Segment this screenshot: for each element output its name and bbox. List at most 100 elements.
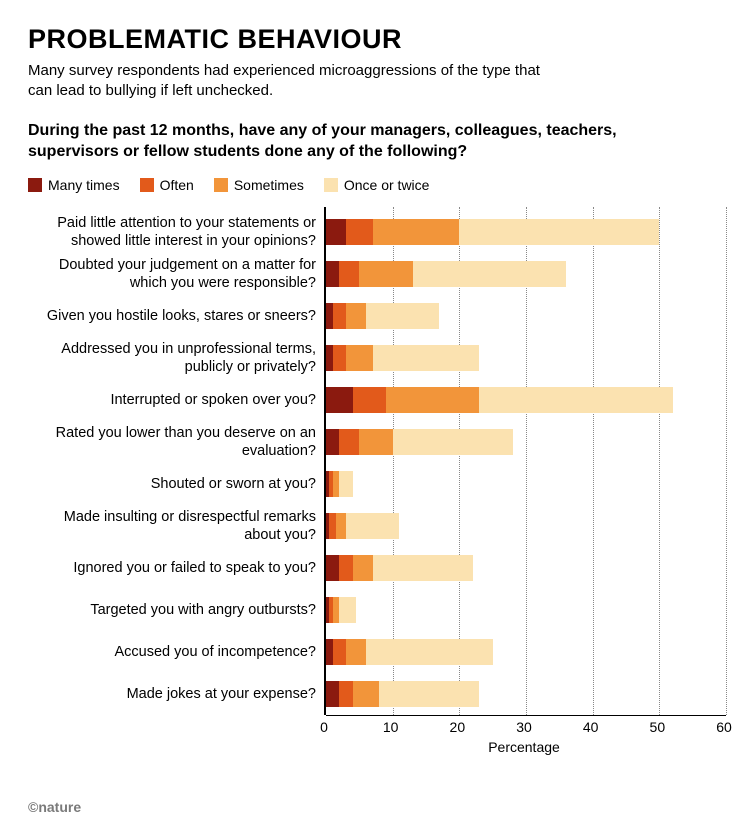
x-axis-baseline bbox=[326, 715, 726, 716]
bar-stack bbox=[326, 345, 479, 371]
legend-label: Many times bbox=[48, 177, 120, 193]
bar-segment bbox=[339, 261, 359, 287]
bar-stack bbox=[326, 555, 473, 581]
row-label: Addressed you in unprofessional terms, p… bbox=[30, 340, 326, 376]
bar-segment bbox=[326, 261, 339, 287]
bar-segment bbox=[346, 345, 373, 371]
bar-segment bbox=[333, 471, 340, 497]
x-tick-label: 30 bbox=[516, 719, 532, 735]
chart-subtitle: Many survey respondents had experienced … bbox=[28, 61, 548, 102]
bar-stack bbox=[326, 639, 493, 665]
bar-segment bbox=[326, 387, 353, 413]
bar-stack bbox=[326, 597, 356, 623]
bar-segment bbox=[359, 429, 392, 455]
legend-item: Once or twice bbox=[324, 177, 430, 193]
bar-stack bbox=[326, 471, 353, 497]
row-label: Made jokes at your expense? bbox=[30, 685, 326, 703]
bar-segment bbox=[339, 555, 352, 581]
bar-segment bbox=[393, 429, 513, 455]
x-tick-label: 10 bbox=[383, 719, 399, 735]
chart-title: PROBLEMATIC BEHAVIOUR bbox=[28, 24, 723, 55]
bar-segment bbox=[339, 681, 352, 707]
bar-segment bbox=[366, 303, 439, 329]
bar-stack bbox=[326, 219, 659, 245]
bar-segment bbox=[333, 345, 346, 371]
x-tick-label: 0 bbox=[320, 719, 328, 735]
bar-segment bbox=[339, 597, 356, 623]
legend: Many times Often Sometimes Once or twice bbox=[28, 177, 723, 193]
bar-stack bbox=[326, 261, 566, 287]
bar-segment bbox=[479, 387, 672, 413]
legend-swatch bbox=[28, 178, 42, 192]
row-label: Shouted or sworn at you? bbox=[30, 475, 326, 493]
bar-segment bbox=[339, 471, 352, 497]
legend-swatch bbox=[324, 178, 338, 192]
plot-area: Paid little attention to your statements… bbox=[324, 207, 724, 715]
bar-segment bbox=[333, 639, 346, 665]
bar-segment bbox=[339, 429, 359, 455]
row-label: Paid little attention to your statements… bbox=[30, 214, 326, 250]
bar-segment bbox=[336, 513, 346, 539]
bar-segment bbox=[373, 345, 480, 371]
row-label: Interrupted or spoken over you? bbox=[30, 391, 326, 409]
grid-line bbox=[726, 207, 727, 715]
bar-stack bbox=[326, 303, 439, 329]
legend-swatch bbox=[214, 178, 228, 192]
legend-item: Sometimes bbox=[214, 177, 304, 193]
bar-segment bbox=[373, 555, 473, 581]
legend-item: Many times bbox=[28, 177, 120, 193]
bar-row: Given you hostile looks, stares or sneer… bbox=[326, 295, 724, 337]
bar-segment bbox=[326, 555, 339, 581]
x-tick-label: 60 bbox=[716, 719, 732, 735]
x-tick-label: 50 bbox=[650, 719, 666, 735]
bar-segment bbox=[353, 681, 380, 707]
bar-segment bbox=[346, 303, 366, 329]
bar-segment bbox=[373, 219, 460, 245]
bar-row: Paid little attention to your statements… bbox=[326, 211, 724, 253]
row-label: Doubted your judgement on a matter for w… bbox=[30, 256, 326, 292]
x-tick-label: 20 bbox=[450, 719, 466, 735]
bar-stack bbox=[326, 429, 513, 455]
bar-segment bbox=[326, 303, 333, 329]
bar-segment bbox=[353, 555, 373, 581]
bar-segment bbox=[326, 429, 339, 455]
bar-row: Targeted you with angry outbursts? bbox=[326, 589, 724, 631]
bar-stack bbox=[326, 513, 399, 539]
row-label: Targeted you with angry outbursts? bbox=[30, 601, 326, 619]
row-label: Rated you lower than you deserve on an e… bbox=[30, 424, 326, 460]
bar-row: Addressed you in unprofessional terms, p… bbox=[326, 337, 724, 379]
bar-row: Made insulting or disrespectful remarks … bbox=[326, 505, 724, 547]
bar-row: Doubted your judgement on a matter for w… bbox=[326, 253, 724, 295]
x-tick-label: 40 bbox=[583, 719, 599, 735]
row-label: Accused you of incompetence? bbox=[30, 643, 326, 661]
bar-segment bbox=[326, 345, 333, 371]
bar-segment bbox=[333, 303, 346, 329]
bar-segment bbox=[346, 513, 399, 539]
bar-segment bbox=[326, 219, 346, 245]
credit: ©nature bbox=[28, 799, 81, 815]
legend-item: Often bbox=[140, 177, 194, 193]
bar-row: Shouted or sworn at you? bbox=[326, 463, 724, 505]
bar-segment bbox=[413, 261, 566, 287]
row-label: Given you hostile looks, stares or sneer… bbox=[30, 307, 326, 325]
bar-segment bbox=[353, 387, 386, 413]
bar-segment bbox=[366, 639, 493, 665]
bar-stack bbox=[326, 681, 479, 707]
row-label: Ignored you or failed to speak to you? bbox=[30, 559, 326, 577]
legend-label: Sometimes bbox=[234, 177, 304, 193]
bar-segment bbox=[459, 219, 659, 245]
bar-segment bbox=[386, 387, 479, 413]
bar-row: Interrupted or spoken over you? bbox=[326, 379, 724, 421]
legend-label: Once or twice bbox=[344, 177, 430, 193]
row-label: Made insulting or disrespectful remarks … bbox=[30, 508, 326, 544]
bar-row: Made jokes at your expense? bbox=[326, 673, 724, 715]
x-axis-label: Percentage bbox=[488, 739, 560, 755]
bar-segment bbox=[326, 639, 333, 665]
bar-segment bbox=[346, 219, 373, 245]
bar-segment bbox=[359, 261, 412, 287]
bar-segment bbox=[333, 597, 340, 623]
legend-label: Often bbox=[160, 177, 194, 193]
bar-row: Rated you lower than you deserve on an e… bbox=[326, 421, 724, 463]
bar-row: Ignored you or failed to speak to you? bbox=[326, 547, 724, 589]
bar-segment bbox=[379, 681, 479, 707]
